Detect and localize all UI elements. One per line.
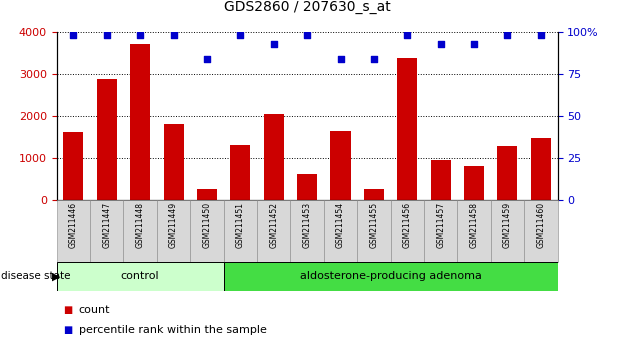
Text: GSM211448: GSM211448 [135, 202, 145, 248]
Bar [164, 124, 183, 200]
Bar [431, 160, 450, 200]
Text: GSM211456: GSM211456 [403, 202, 412, 248]
Point [101, 33, 112, 38]
Bar [297, 174, 317, 200]
Text: ▶: ▶ [52, 272, 60, 281]
Bar [357, 200, 391, 262]
Bar [64, 132, 83, 200]
Bar [424, 200, 457, 262]
Bar [190, 200, 224, 262]
Point [235, 33, 245, 38]
Bar [231, 144, 250, 200]
Bar [157, 200, 190, 262]
Bar [498, 146, 517, 200]
Point [503, 33, 513, 38]
Text: ■: ■ [63, 306, 72, 315]
Text: GSM211452: GSM211452 [269, 202, 278, 248]
Text: GSM211451: GSM211451 [236, 202, 245, 248]
Bar [290, 200, 324, 262]
Text: GSM211455: GSM211455 [369, 202, 379, 248]
Point [536, 33, 546, 38]
Point [135, 33, 146, 38]
Bar [90, 200, 123, 262]
Point [402, 33, 412, 38]
Text: GSM211453: GSM211453 [302, 202, 312, 248]
Text: GSM211458: GSM211458 [469, 202, 479, 248]
Text: GSM211454: GSM211454 [336, 202, 345, 248]
Bar [464, 166, 484, 200]
Point [68, 33, 78, 38]
Text: GSM211460: GSM211460 [536, 202, 546, 248]
Bar [391, 200, 424, 262]
Text: percentile rank within the sample: percentile rank within the sample [79, 325, 266, 335]
Bar [331, 131, 350, 200]
Bar [97, 79, 117, 200]
Bar [398, 58, 417, 200]
Bar [57, 262, 224, 291]
Bar [57, 200, 90, 262]
Text: disease state: disease state [1, 272, 70, 281]
Bar [130, 44, 150, 200]
Text: GSM211457: GSM211457 [436, 202, 445, 248]
Bar [324, 200, 357, 262]
Bar [123, 200, 157, 262]
Text: GSM211447: GSM211447 [102, 202, 112, 248]
Point [202, 56, 212, 62]
Bar [197, 189, 217, 200]
Point [335, 56, 345, 62]
Text: ■: ■ [63, 325, 72, 335]
Bar [457, 200, 491, 262]
Bar [224, 262, 558, 291]
Text: count: count [79, 306, 110, 315]
Text: aldosterone-producing adenoma: aldosterone-producing adenoma [300, 272, 481, 281]
Text: GSM211450: GSM211450 [202, 202, 212, 248]
Text: GDS2860 / 207630_s_at: GDS2860 / 207630_s_at [224, 0, 391, 14]
Point [302, 33, 312, 38]
Point [436, 41, 446, 46]
Bar [264, 114, 284, 200]
Text: GSM211459: GSM211459 [503, 202, 512, 248]
Point [268, 41, 278, 46]
Text: GSM211446: GSM211446 [69, 202, 78, 248]
Point [369, 56, 379, 62]
Bar [364, 189, 384, 200]
Point [469, 41, 479, 46]
Bar [224, 200, 257, 262]
Bar [257, 200, 290, 262]
Point [169, 33, 179, 38]
Text: GSM211449: GSM211449 [169, 202, 178, 248]
Text: control: control [121, 272, 159, 281]
Bar [524, 200, 558, 262]
Bar [491, 200, 524, 262]
Bar [531, 138, 551, 200]
